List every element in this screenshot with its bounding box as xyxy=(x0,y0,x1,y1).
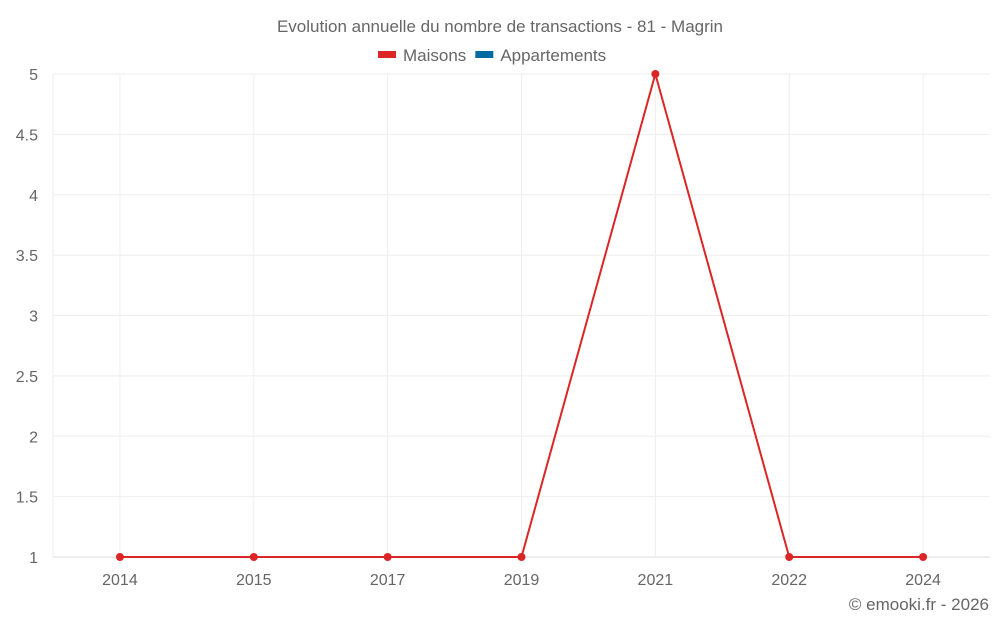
y-axis: 1 1.5 2 2.5 3 3.5 4 4.5 5 xyxy=(16,67,38,567)
credit: © emooki.fr - 2026 xyxy=(849,595,989,614)
y-tick-label: 2 xyxy=(29,429,38,446)
y-tick-label: 4 xyxy=(29,188,38,205)
y-tick-label: 1 xyxy=(29,550,38,567)
x-tick-label: 2015 xyxy=(236,572,272,589)
legend-label: Maisons xyxy=(403,46,466,65)
x-tick-label: 2019 xyxy=(504,572,540,589)
x-tick-label: 2022 xyxy=(771,572,807,589)
data-point xyxy=(919,553,928,561)
data-point xyxy=(785,553,794,561)
y-tick-label: 5 xyxy=(29,67,38,84)
grid xyxy=(52,73,990,558)
x-tick-label: 2017 xyxy=(370,572,406,589)
x-tick-label: 2014 xyxy=(102,572,138,589)
legend: Maisons Appartements xyxy=(378,46,606,65)
legend-label: Appartements xyxy=(500,46,606,65)
x-tick-label: 2021 xyxy=(638,572,674,589)
x-axis: 2014 2015 2017 2019 2021 2022 2024 xyxy=(102,572,941,589)
legend-swatch-maisons xyxy=(378,51,396,58)
data-point xyxy=(651,70,660,78)
x-tick-label: 2024 xyxy=(905,572,941,589)
series-points xyxy=(115,70,928,561)
y-tick-label: 1.5 xyxy=(16,490,38,507)
data-point xyxy=(115,553,124,561)
legend-swatch-appartements xyxy=(475,51,494,58)
chart-title: Evolution annuelle du nombre de transact… xyxy=(277,17,723,36)
data-point xyxy=(517,553,526,561)
y-tick-label: 4.5 xyxy=(16,127,38,144)
y-tick-label: 2.5 xyxy=(16,369,38,386)
y-tick-label: 3.5 xyxy=(16,248,38,265)
y-tick-label: 3 xyxy=(29,309,38,326)
data-point xyxy=(383,553,392,561)
data-point xyxy=(249,553,258,561)
